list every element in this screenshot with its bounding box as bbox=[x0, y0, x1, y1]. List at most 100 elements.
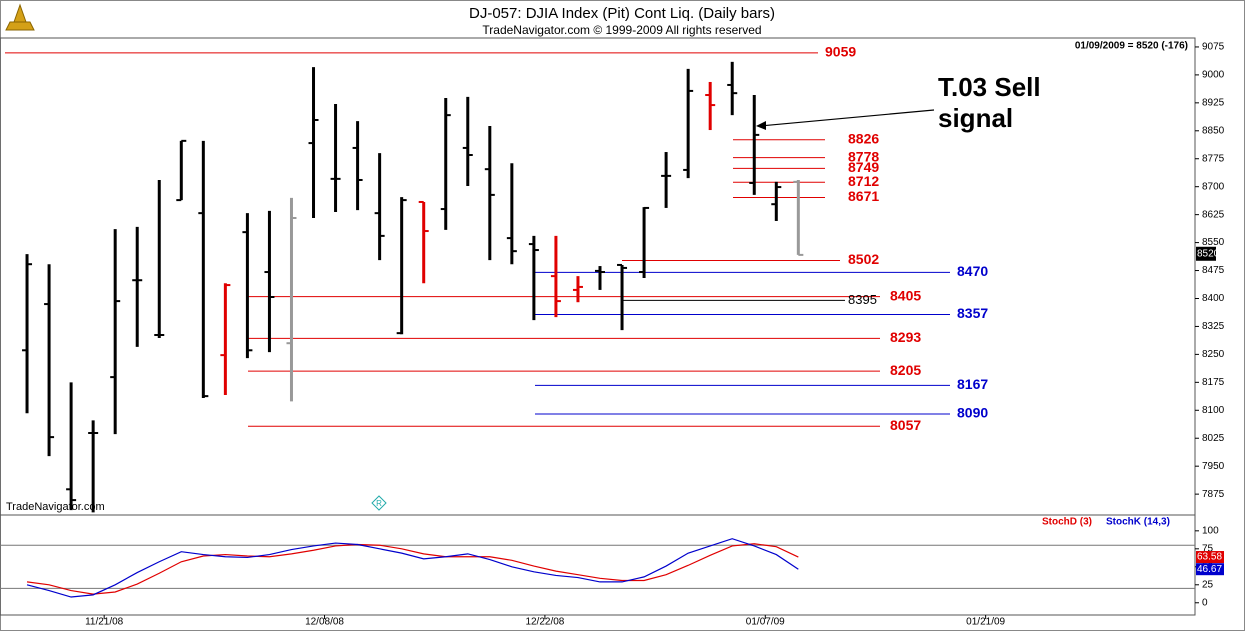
watermark: TradeNavigator.com bbox=[6, 501, 105, 513]
bar bbox=[132, 226, 143, 347]
bar bbox=[506, 163, 517, 265]
bar bbox=[528, 235, 539, 321]
stoch-panel bbox=[0, 514, 1196, 616]
y-tick-label: 8625 bbox=[1202, 209, 1225, 220]
bar bbox=[639, 206, 650, 278]
level-label: 8395 bbox=[848, 292, 877, 307]
y-tick-label: 8475 bbox=[1202, 265, 1225, 276]
bar bbox=[617, 263, 628, 331]
bar bbox=[595, 266, 605, 290]
y-tick-label: 8025 bbox=[1202, 433, 1225, 444]
level-label: 8167 bbox=[957, 376, 988, 392]
annotation: signal bbox=[938, 103, 1013, 133]
bar bbox=[661, 152, 672, 208]
bar bbox=[88, 420, 99, 513]
x-tick-label: 01/07/09 bbox=[746, 617, 785, 628]
x-tick-label: 12/08/08 bbox=[305, 617, 344, 628]
bar bbox=[771, 181, 782, 221]
level-label: 8749 bbox=[848, 159, 879, 175]
y-tick-label: 25 bbox=[1202, 579, 1214, 590]
y-tick-label: 8775 bbox=[1202, 153, 1225, 164]
bar bbox=[44, 264, 55, 457]
level-label: 8057 bbox=[890, 417, 921, 433]
bar bbox=[242, 213, 253, 359]
level-label: 8090 bbox=[957, 405, 988, 421]
level-label: 8671 bbox=[848, 188, 879, 204]
bar bbox=[198, 140, 209, 398]
r-icon: R bbox=[371, 495, 387, 511]
bar bbox=[550, 235, 561, 318]
stoch-line bbox=[26, 543, 799, 595]
value-label: 63.58 bbox=[1197, 552, 1222, 563]
bar bbox=[330, 103, 341, 213]
info-text: 01/09/2009 = 8520 (-176) bbox=[1075, 41, 1188, 52]
y-tick-label: 0 bbox=[1202, 597, 1208, 608]
chart-title: DJ-057: DJIA Index (Pit) Cont Liq. (Dail… bbox=[469, 5, 775, 22]
level-label: 8293 bbox=[890, 329, 921, 345]
value-box bbox=[1196, 563, 1224, 576]
level-label: 8502 bbox=[848, 251, 879, 267]
value-box bbox=[1196, 551, 1224, 564]
bar bbox=[705, 81, 716, 131]
bar bbox=[572, 276, 583, 303]
y-tick-label: 9075 bbox=[1202, 42, 1225, 53]
bar bbox=[418, 200, 429, 284]
bar bbox=[683, 68, 694, 179]
bar bbox=[154, 179, 165, 338]
x-tick-label: 11/21/08 bbox=[85, 617, 124, 628]
y-tick-label: 75 bbox=[1202, 543, 1214, 554]
y-tick-label: 8100 bbox=[1202, 405, 1225, 416]
last-price-box bbox=[1196, 246, 1216, 261]
bar bbox=[308, 67, 319, 218]
legend-entry: StochD (3) bbox=[1042, 517, 1092, 528]
bar bbox=[793, 179, 804, 256]
level-label: 8357 bbox=[957, 305, 988, 321]
bar bbox=[352, 121, 363, 211]
bar bbox=[286, 197, 297, 402]
y-tick-label: 8400 bbox=[1202, 293, 1225, 304]
x-tick-label: 12/22/08 bbox=[525, 617, 564, 628]
level-label: 8205 bbox=[890, 362, 921, 378]
chart-subtitle: TradeNavigator.com © 1999-2009 All right… bbox=[482, 23, 761, 37]
logo bbox=[5, 3, 35, 31]
bar bbox=[396, 197, 407, 335]
bar bbox=[727, 61, 738, 116]
level-label: 9059 bbox=[825, 44, 856, 60]
bar bbox=[176, 139, 187, 202]
stoch-line bbox=[26, 538, 799, 598]
level-label: 8712 bbox=[848, 173, 879, 189]
bar bbox=[749, 95, 760, 195]
svg-text:R: R bbox=[376, 499, 382, 508]
y-tick-label: 8925 bbox=[1202, 97, 1225, 108]
last-price-label: 8520 bbox=[1197, 248, 1220, 259]
y-tick-label: 8175 bbox=[1202, 377, 1225, 388]
y-tick-label: 7875 bbox=[1202, 489, 1225, 500]
y-tick-label: 8850 bbox=[1202, 125, 1225, 136]
y-tick-label: 8250 bbox=[1202, 349, 1225, 360]
bar bbox=[440, 97, 451, 230]
x-tick-label: 01/21/09 bbox=[966, 617, 1005, 628]
bar bbox=[220, 283, 231, 396]
bar bbox=[462, 96, 473, 186]
level-label: 8470 bbox=[957, 263, 988, 279]
bar bbox=[484, 125, 495, 261]
level-label: 8405 bbox=[890, 287, 921, 303]
level-label: 8778 bbox=[848, 148, 879, 164]
bar bbox=[110, 229, 121, 435]
y-tick-label: 100 bbox=[1202, 525, 1219, 536]
annotation-arrow bbox=[756, 109, 935, 130]
y-tick-label: 8550 bbox=[1202, 237, 1225, 248]
annotation: T.03 Sell bbox=[938, 72, 1041, 102]
bar bbox=[66, 382, 77, 511]
level-label: 8826 bbox=[848, 130, 879, 146]
bar bbox=[264, 210, 275, 353]
bar bbox=[22, 254, 33, 414]
y-tick-label: 9000 bbox=[1202, 70, 1225, 81]
value-label: 46.67 bbox=[1197, 564, 1222, 575]
legend-entry: StochK (14,3) bbox=[1106, 517, 1170, 528]
bar bbox=[374, 153, 385, 261]
y-tick-label: 8325 bbox=[1202, 321, 1225, 332]
y-tick-label: 7950 bbox=[1202, 461, 1225, 472]
y-tick-label: 8700 bbox=[1202, 181, 1225, 192]
